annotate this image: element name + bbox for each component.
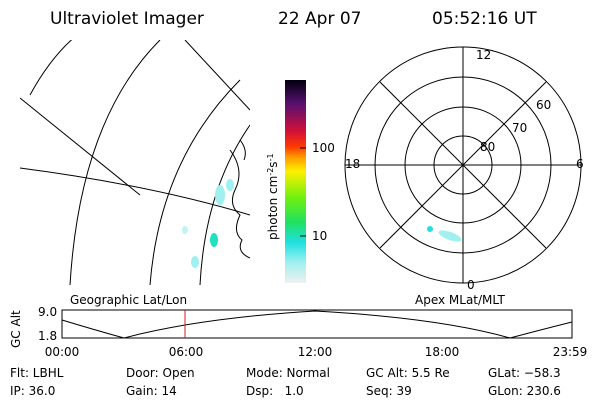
- info-field: IP: 36.0: [10, 384, 55, 398]
- strip-ytick: 1.8: [38, 329, 57, 343]
- strip-ytick: 9.0: [38, 305, 57, 319]
- info-field: Gain: 14: [126, 384, 177, 398]
- info-field: GLat: −58.3: [488, 366, 561, 380]
- instrument: Ultraviolet Imager: [50, 9, 204, 29]
- strip-xtick: 18:00: [425, 345, 460, 359]
- colorbar: [285, 80, 306, 283]
- mlt-label: 0: [467, 278, 475, 292]
- info-field: Door: Open: [126, 366, 195, 380]
- geographic-map: [20, 40, 250, 285]
- lat-label: 80: [480, 140, 495, 154]
- info-field: GC Alt: 5.5 Re: [366, 366, 450, 380]
- lat-label: 60: [536, 98, 551, 112]
- info-field: Flt: LBHL: [10, 366, 64, 380]
- label-part: -2: [266, 168, 275, 176]
- strip-xtick: 12:00: [298, 345, 333, 359]
- label-part: photon cm: [266, 176, 280, 240]
- polar-plot: [344, 46, 582, 284]
- info-field: Dsp: 1.0: [246, 384, 304, 398]
- label-part: -1: [266, 153, 275, 161]
- info-panel: Flt: LBHL Door: Open Mode: Normal GC Alt: 5…: [10, 366, 561, 398]
- info-field: Mode: Normal: [246, 366, 330, 380]
- altitude-curve: [61, 310, 573, 339]
- info-field: Seq: 39: [366, 384, 412, 398]
- info-field: GLon: 230.6: [488, 384, 561, 398]
- strip-axis-label: GC Alt: [9, 310, 23, 348]
- date: 22 Apr 07: [278, 9, 361, 29]
- label-part: s: [266, 161, 280, 167]
- strip-title: Geographic Lat/Lon: [70, 293, 187, 307]
- mlt-label: 12: [476, 48, 491, 62]
- colorbar-label: photon cm-2s-1: [266, 153, 280, 240]
- colorbar-tick-label: 10: [312, 229, 327, 243]
- time: 05:52:16 UT: [432, 9, 537, 29]
- lat-label: 70: [512, 121, 527, 135]
- altitude-strip: [61, 309, 573, 339]
- strip-title: Apex MLat/MLT: [415, 293, 505, 307]
- colorbar-tick-label: 100: [312, 141, 335, 155]
- mlt-label: 18: [345, 157, 360, 171]
- strip-xtick: 23:59: [553, 345, 588, 359]
- strip-xtick: 06:00: [169, 345, 204, 359]
- mlt-label: 6: [576, 157, 584, 171]
- strip-xtick: 00:00: [45, 345, 80, 359]
